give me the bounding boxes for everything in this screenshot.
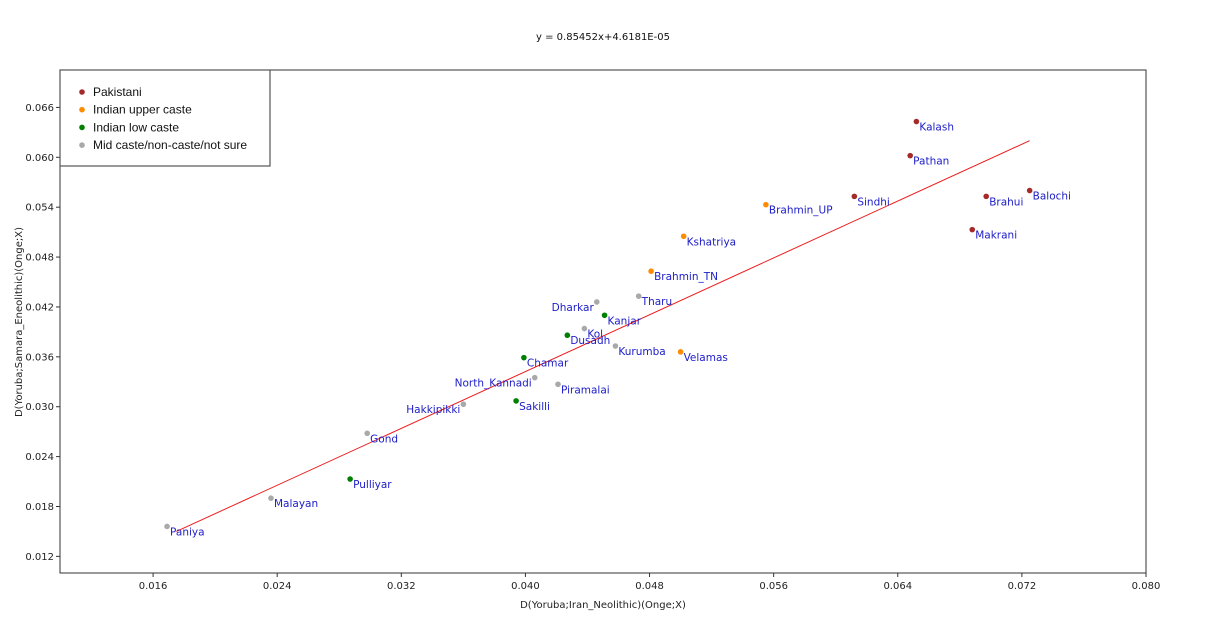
trendline-equation: y = 0.85452x+4.6181E-05 (536, 32, 670, 43)
point-label-chamar: Chamar (527, 358, 569, 370)
y-tick-label: 0.066 (25, 103, 54, 114)
point-pathan (907, 152, 913, 159)
point-label-balochi: Balochi (1033, 191, 1071, 203)
point-balochi (1026, 187, 1033, 194)
point-piramalai (555, 381, 561, 388)
point-sakilli (513, 398, 519, 404)
legend-marker (79, 89, 85, 95)
x-tick-label: 0.056 (759, 581, 788, 592)
point-kshatriya (680, 233, 687, 240)
data-points: Kalash Pathan Sindhi Balochi Brahui Makrani Br… (164, 118, 1071, 538)
y-tick-label: 0.060 (25, 153, 54, 164)
point-sindhi (851, 193, 858, 200)
point-label-dusadh: Dusadh (570, 335, 610, 347)
point-label-sakilli: Sakilli (519, 401, 550, 413)
point-label-piramalai: Piramalai (561, 384, 610, 396)
point-label-pathan: Pathan (913, 156, 949, 168)
plot-area-frame (59, 69, 1147, 574)
point-label-brahmin-up: Brahmin_UP (769, 205, 833, 217)
point-brahmin-tn (648, 268, 654, 275)
point-label-tharu: Tharu (641, 296, 672, 308)
point-brahui (983, 193, 990, 200)
x-tick-label: 0.072 (1008, 581, 1037, 592)
x-tick-label: 0.080 (1132, 581, 1161, 592)
legend-marker (79, 106, 85, 113)
point-label-gond: Gond (370, 433, 398, 445)
x-tick-label: 0.024 (263, 581, 292, 592)
legend: Pakistani Indian upper caste Indian low ca… (59, 69, 271, 167)
y-tick-label: 0.030 (25, 402, 54, 413)
point-kalash (913, 118, 920, 125)
point-label-sindhi: Sindhi (857, 196, 889, 208)
y-tick-label: 0.024 (25, 452, 54, 463)
point-label-north-kannadi: North_Kannadi (455, 378, 532, 390)
point-label-brahui: Brahui (989, 196, 1023, 208)
x-axis-title: D(Yoruba;Iran_Neolithic)(Onge;X) (520, 600, 686, 611)
y-tick-label: 0.012 (25, 552, 54, 563)
point-kanjar (601, 312, 608, 319)
y-axis-title: D(Yoruba;Samara_Eneolithic)(Onge;X) (14, 227, 25, 417)
x-tick-label: 0.064 (883, 581, 912, 592)
point-label-paniya: Paniya (170, 526, 205, 538)
x-tick-label: 0.016 (139, 581, 168, 592)
y-tick-label: 0.054 (25, 203, 54, 214)
trendline (176, 140, 1030, 532)
x-tick-label: 0.040 (511, 581, 540, 592)
legend-entry: Indian low caste (93, 120, 179, 134)
legend-entry: Indian upper caste (93, 103, 192, 117)
x-tick-label: 0.032 (387, 581, 416, 592)
legend-entry: Mid caste/non-caste/not sure (93, 138, 247, 152)
point-paniya (164, 523, 170, 530)
point-north-kannadi (531, 374, 538, 381)
point-velamas (677, 349, 684, 355)
point-label-malayan: Malayan (274, 498, 318, 510)
point-makrani (969, 226, 976, 233)
y-tick-label: 0.048 (25, 253, 54, 264)
legend-marker (79, 124, 85, 131)
point-hakkipikki (460, 401, 467, 408)
point-tharu (635, 293, 642, 299)
point-label-kanjar: Kanjar (608, 315, 642, 327)
point-gond (364, 430, 370, 437)
point-kurumba (612, 343, 619, 349)
legend-box (59, 69, 271, 167)
x-axis: 0.016 0.024 0.032 0.040 0.048 0.056 0.064 0.072… (139, 573, 1161, 592)
point-label-pulliyar: Pulliyar (353, 479, 392, 491)
x-tick-label: 0.048 (635, 581, 664, 592)
point-label-dharkar: Dharkar (552, 302, 595, 314)
point-label-hakkipikki: Hakkipikki (406, 404, 460, 416)
legend-entry: Pakistani (93, 85, 142, 99)
point-label-velamas: Velamas (684, 352, 728, 364)
point-label-kalash: Kalash (919, 122, 954, 134)
point-chamar (521, 354, 527, 361)
point-label-makrani: Makrani (975, 230, 1017, 242)
point-brahmin-up (763, 201, 769, 208)
point-dharkar (593, 299, 600, 305)
point-label-kol: Kol (587, 329, 603, 341)
point-kol (581, 325, 588, 332)
y-tick-label: 0.018 (25, 502, 54, 513)
point-malayan (268, 495, 274, 501)
y-tick-label: 0.042 (25, 302, 54, 313)
point-dusadh (564, 332, 571, 339)
legend-marker (79, 142, 85, 148)
y-tick-label: 0.036 (25, 352, 54, 363)
y-axis: 0.012 0.018 0.024 0.030 0.036 0.042 0.048 0.054… (25, 103, 60, 563)
point-label-brahmin-tn: Brahmin_TN (654, 271, 718, 283)
point-label-kshatriya: Kshatriya (687, 236, 736, 248)
point-pulliyar (347, 476, 353, 482)
point-label-kurumba: Kurumba (618, 346, 665, 358)
